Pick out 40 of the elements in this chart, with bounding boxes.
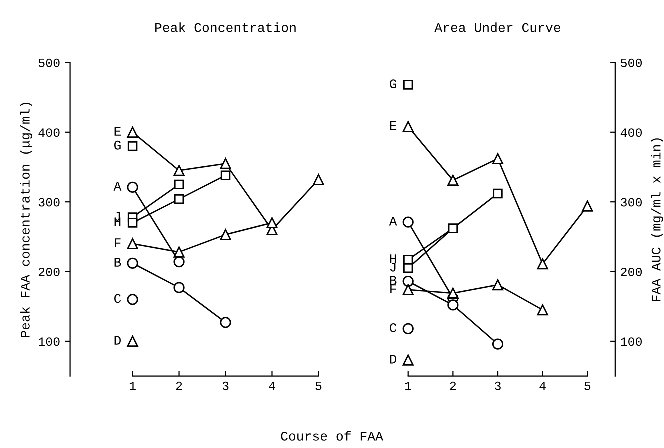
- series-label: D: [114, 336, 122, 345]
- x-tick-label: 3: [495, 382, 501, 390]
- y-tick-label: 300: [38, 198, 60, 207]
- series-label: C: [390, 324, 397, 332]
- x-tick-label: 5: [584, 382, 591, 390]
- series-label: B: [390, 276, 397, 285]
- y-tick-label: 400: [38, 128, 60, 138]
- series-label: G: [390, 80, 396, 89]
- series-label: A: [389, 217, 398, 226]
- chart-title: Peak Concentration: [156, 22, 296, 32]
- series-label: F: [115, 238, 121, 248]
- y2-tick-label: 300: [621, 198, 642, 207]
- series-label: C: [114, 294, 122, 304]
- x-tick-label: 3: [222, 382, 229, 390]
- x-tick-label: 4: [269, 382, 276, 390]
- y2-tick-label: 500: [621, 58, 642, 68]
- series-label: D: [390, 355, 397, 364]
- x-tick-label: 1: [130, 382, 136, 390]
- y-tick-label: 100: [38, 338, 60, 346]
- x-tick-label: 2: [450, 382, 456, 390]
- y-tick-label: 500: [38, 58, 60, 68]
- x-axis-title: Course of FAA: [281, 431, 384, 441]
- y2-axis-title: FAA AUC (mg/ml x min): [651, 138, 664, 302]
- series-label: B: [114, 258, 122, 267]
- series-label: G: [114, 140, 121, 150]
- y2-tick-label: 200: [621, 268, 642, 276]
- x-tick-label: 2: [176, 382, 182, 390]
- y2-tick-label: 100: [621, 338, 642, 346]
- chart-title: Area Under Curve: [434, 22, 560, 32]
- series-label: E: [114, 127, 121, 136]
- series-label: J: [390, 263, 396, 272]
- y-axis-title: Peak FAA concentration (μg/ml): [20, 102, 33, 338]
- x-tick-label: 4: [540, 382, 546, 390]
- y-tick-label: 200: [38, 268, 60, 276]
- series-label: H: [390, 254, 396, 264]
- series-label: E: [390, 122, 397, 130]
- x-tick-label: 5: [316, 382, 322, 390]
- x-tick-label: 1: [406, 382, 412, 390]
- series-label: A: [114, 182, 122, 191]
- y2-tick-label: 400: [620, 128, 642, 138]
